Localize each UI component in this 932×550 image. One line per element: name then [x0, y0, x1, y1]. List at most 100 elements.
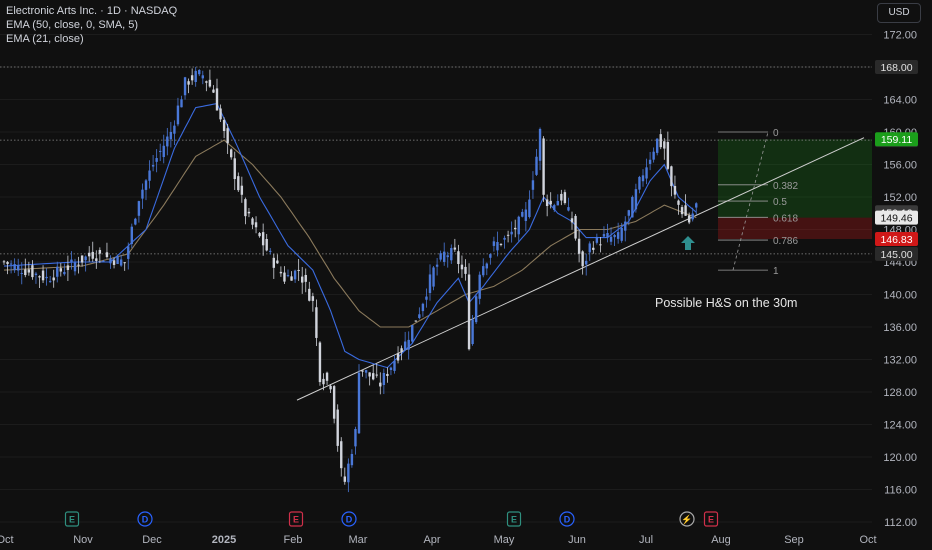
candle-body — [443, 251, 446, 262]
chart-legend: Electronic Arts Inc. · 1D · NASDAQ EMA (… — [6, 4, 177, 46]
candle-body — [382, 373, 386, 385]
candle-body — [27, 269, 31, 273]
candle-body — [222, 119, 226, 132]
ema-lines — [3, 102, 697, 369]
candle-body — [347, 463, 350, 483]
candle-body — [503, 237, 506, 240]
event-marker-label: ⚡ — [681, 514, 692, 526]
candle-body — [421, 303, 425, 312]
candle-body — [354, 428, 357, 447]
candle-body — [13, 264, 16, 271]
candle-body — [581, 251, 584, 267]
candle-body — [556, 201, 559, 206]
ema21-legend[interactable]: EMA (21, close) — [6, 33, 84, 45]
candle-body — [329, 385, 332, 390]
x-tick-label: May — [494, 534, 515, 546]
ema50-legend[interactable]: EMA (50, close, 0, SMA, 5) — [6, 19, 139, 31]
symbol-title[interactable]: Electronic Arts Inc. · 1D · NASDAQ — [6, 5, 178, 17]
candle-body — [521, 211, 524, 217]
price-label-stop-bg — [875, 232, 918, 247]
candle-body — [670, 166, 673, 187]
candle-body — [403, 341, 407, 351]
candle-body — [350, 453, 354, 466]
candle-body — [137, 201, 141, 216]
candle-body — [24, 269, 27, 276]
stop-zone — [718, 217, 872, 240]
candle-body — [286, 275, 290, 277]
y-tick-label: 132.00 — [883, 355, 917, 367]
price-labels: 168.00159.00145.00159.11150.12149.46146.… — [875, 60, 918, 261]
candle-body — [301, 276, 304, 283]
candle-body — [127, 246, 130, 259]
candle-body — [325, 372, 329, 381]
candle-body — [41, 270, 45, 281]
candle-body — [592, 247, 595, 250]
candle-body — [322, 378, 325, 385]
candle-body — [208, 79, 212, 87]
x-tick-label: Nov — [73, 534, 93, 546]
candle-body — [205, 81, 208, 83]
candle-body — [446, 255, 449, 258]
candle-body — [119, 259, 123, 266]
event-markers[interactable]: E D E D E D ⚡ E — [64, 511, 719, 527]
candle-body — [261, 232, 265, 246]
x-tick-label: Aug — [711, 534, 731, 546]
candle-body — [84, 256, 87, 261]
y-tick-label: 128.00 — [883, 387, 917, 399]
candle-body — [6, 261, 9, 265]
candle-body — [77, 264, 80, 266]
candle-body — [343, 476, 346, 482]
fib-level-label: 0.786 — [773, 236, 798, 247]
candle-body — [123, 262, 126, 264]
candle-body — [620, 227, 623, 241]
candle-body — [560, 193, 563, 201]
grid-lines — [0, 34, 872, 523]
candle-body — [492, 241, 496, 246]
event-marker-label: E — [69, 515, 75, 525]
event-marker-label: E — [293, 515, 299, 525]
candle-body — [130, 226, 133, 244]
candle-body — [91, 251, 94, 259]
candle-body — [514, 227, 517, 230]
candle-body — [549, 200, 552, 205]
candle-body — [425, 296, 428, 300]
candle-body — [450, 248, 453, 261]
event-marker — [559, 511, 575, 527]
candle-body — [428, 274, 432, 293]
price-label-target-bg — [875, 132, 918, 147]
candle-body — [570, 218, 574, 223]
y-tick-label: 124.00 — [883, 420, 917, 432]
candle-body — [258, 233, 261, 237]
candle-body — [517, 216, 520, 235]
fib-level-label: 0 — [773, 128, 779, 139]
candle-body — [251, 218, 254, 225]
candle-body — [237, 176, 240, 191]
currency-button[interactable]: USD — [877, 3, 921, 23]
event-marker — [288, 511, 304, 527]
candle-body — [652, 151, 655, 160]
candle-body — [48, 281, 52, 283]
fibonacci-retracement[interactable]: 0 0.382 0.5 0.618 0.786 1 — [718, 128, 798, 277]
position-zones — [718, 139, 872, 240]
target-zone — [718, 139, 872, 218]
candle-body — [602, 234, 606, 237]
candle-body — [240, 185, 244, 195]
event-marker — [679, 511, 695, 527]
candle-body — [695, 203, 698, 208]
x-tick-label: Oct — [859, 534, 876, 546]
candle-body — [144, 180, 148, 190]
ema21-line — [3, 102, 697, 369]
candle-body — [269, 250, 272, 252]
candle-body — [176, 105, 180, 125]
x-tick-label: Feb — [284, 534, 303, 546]
candle-body — [535, 156, 538, 175]
x-tick-label: Sep — [784, 534, 804, 546]
event-marker — [506, 511, 522, 527]
event-marker-label: E — [511, 515, 517, 525]
candle-body — [357, 372, 361, 434]
candle-body — [432, 267, 435, 287]
candle-body — [414, 320, 417, 322]
y-tick-label: 140.00 — [883, 290, 917, 302]
trendline[interactable] — [296, 137, 865, 401]
